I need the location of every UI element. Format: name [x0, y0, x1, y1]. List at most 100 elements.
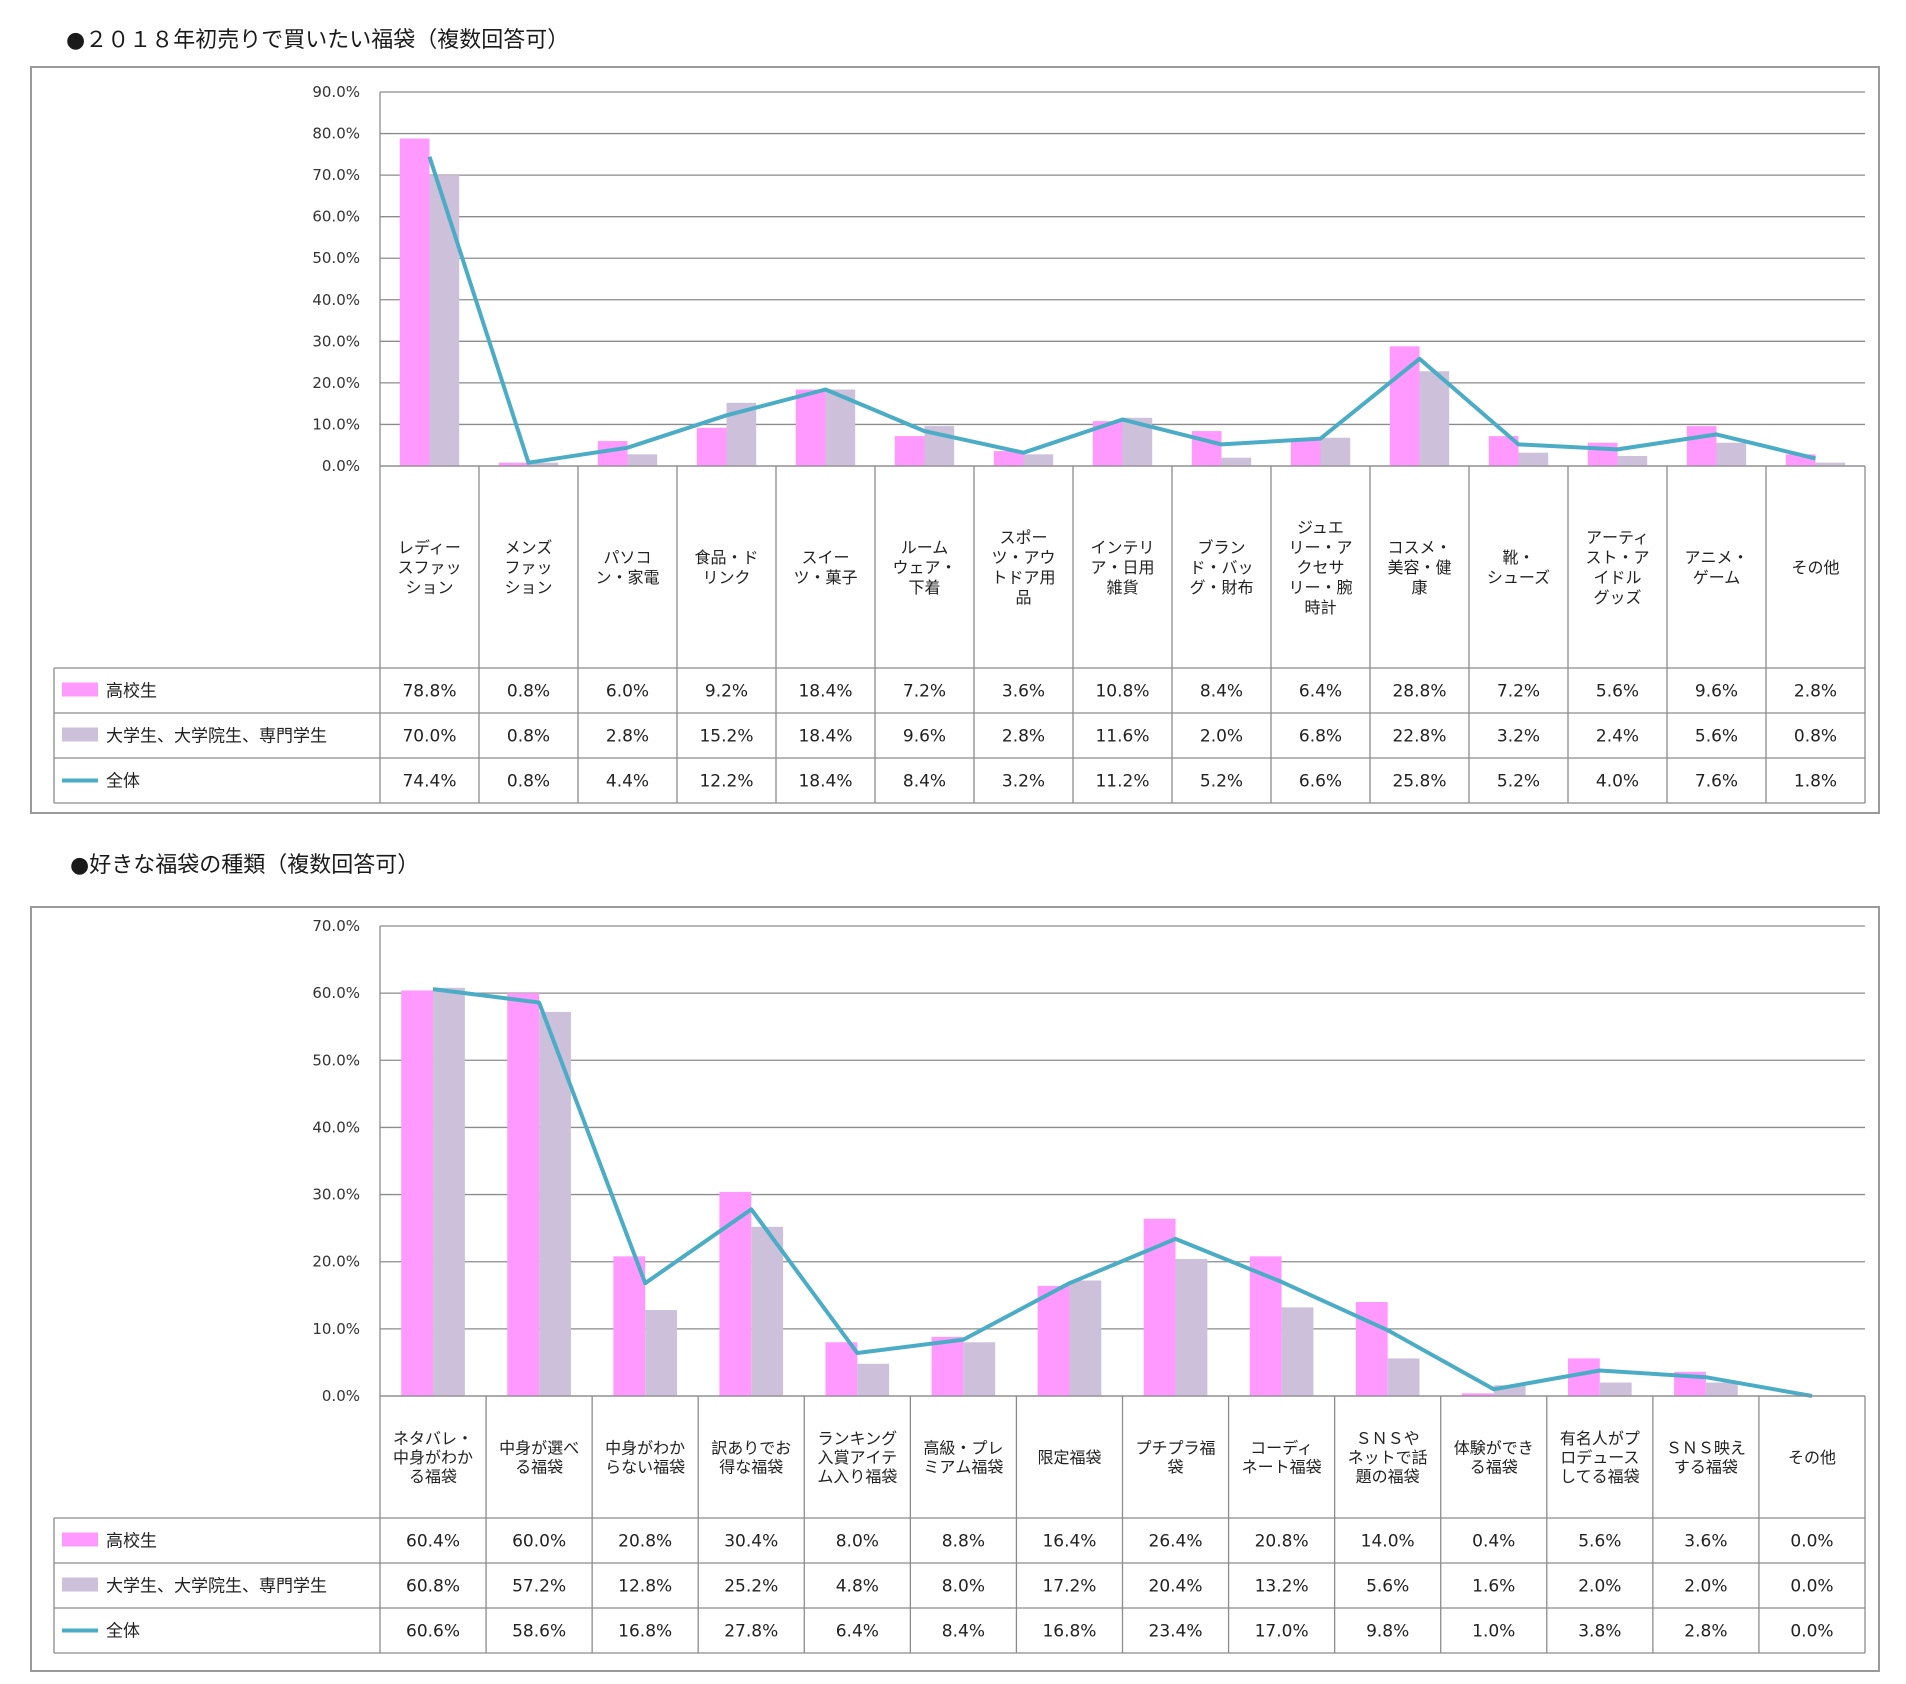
- chart2-data-cell: 4.8%: [836, 1577, 879, 1597]
- chart1-category-label: インテリ: [1090, 538, 1154, 557]
- chart2-legend-highschool-text: 高校生: [106, 1532, 157, 1552]
- chart2-category-label: ネットで話: [1348, 1448, 1428, 1467]
- chart2-data-cell: 17.2%: [1042, 1577, 1096, 1597]
- chart2-bar-university: [1281, 1307, 1314, 1396]
- chart1-data-cell: 1.8%: [1794, 772, 1837, 792]
- chart1-frame: 0.0% 10.0% 20.0% 30.0% 40.0% 50.0% 60.0% 70.0% 8…: [30, 66, 1880, 814]
- chart1-data-cell: 7.6%: [1695, 772, 1738, 792]
- chart1-y-tick-label: 90.0%: [312, 83, 360, 101]
- chart2-data-cell: 0.0%: [1790, 1532, 1833, 1552]
- chart1-data-cell: 2.0%: [1200, 727, 1243, 747]
- chart2-bar-university: [857, 1363, 890, 1396]
- chart1-data-cell: 2.8%: [606, 727, 649, 747]
- chart1-data-cell: 78.8%: [402, 682, 456, 702]
- chart1-y-tick-label: 30.0%: [312, 332, 360, 350]
- chart1-category-label: ツ・菓子: [793, 568, 857, 587]
- chart1-category-label: ブラン: [1197, 538, 1245, 557]
- chart1-bar-highschool: [1785, 454, 1816, 466]
- chart1-data-cell: 7.2%: [1497, 682, 1540, 702]
- chart1-line-overall: [427, 156, 1816, 465]
- chart2-data-cell: 2.8%: [1684, 1622, 1727, 1642]
- chart1-data-cell: 6.8%: [1299, 727, 1342, 747]
- chart2-data-cell: 3.6%: [1684, 1532, 1727, 1552]
- chart1-category-label: その他: [1791, 558, 1839, 577]
- chart1-y-tick-label: 60.0%: [312, 208, 360, 226]
- chart2-y-tick-label: 70.0%: [312, 917, 360, 935]
- chart1-title: ●２０１８年初売りで買いたい福袋（複数回答可）: [66, 28, 570, 53]
- chart1-data-cell: 5.2%: [1200, 772, 1243, 792]
- chart1-data-cell: 4.4%: [606, 772, 649, 792]
- chart1-category-label: レディー: [398, 538, 461, 557]
- chart1-category-label: スファッ: [397, 558, 461, 577]
- chart1-data-cell: 3.2%: [1002, 772, 1045, 792]
- chart2-category-label: 得な福袋: [719, 1458, 783, 1477]
- chart2-data-cell: 8.0%: [942, 1577, 985, 1597]
- chart2-data-cell: 9.8%: [1366, 1622, 1409, 1642]
- chart1-category-label: スイー: [801, 548, 849, 567]
- chart2-data-cell: 60.4%: [406, 1532, 460, 1552]
- chart1-bar-university: [1617, 456, 1648, 466]
- chart2-category-label: ミアム福袋: [923, 1458, 1003, 1477]
- chart1-legend-university-key: [62, 727, 98, 742]
- chart2-legend-university-key: [62, 1577, 98, 1592]
- chart2-data-cell: 8.4%: [942, 1622, 985, 1642]
- chart2-data-cell: 30.4%: [724, 1532, 778, 1552]
- chart1-category-label: シューズ: [1487, 568, 1550, 587]
- chart2-data-cell: 16.4%: [1042, 1532, 1096, 1552]
- chart1-category-label: イドル: [1593, 568, 1641, 587]
- chart2-category-label: ランキング: [818, 1429, 898, 1448]
- chart2-category-label: コーディ: [1250, 1439, 1313, 1458]
- chart1-data-cell: 2.4%: [1596, 727, 1639, 747]
- chart2-title: ●好きな福袋の種類（複数回答可）: [70, 853, 420, 878]
- chart1-data-cell: 22.8%: [1392, 727, 1446, 747]
- chart2-category-label: 袋: [1168, 1458, 1184, 1477]
- chart2-data-cell: 17.0%: [1255, 1622, 1309, 1642]
- chart2-category-label: る福袋: [409, 1467, 457, 1486]
- chart2-data-cell: 0.0%: [1790, 1622, 1833, 1642]
- chart1-bar-highschool: [498, 462, 529, 466]
- chart1-category-label: スト・ア: [1585, 548, 1649, 567]
- chart2-data-cell: 20.8%: [1255, 1532, 1309, 1552]
- chart1-category-label: アニメ・: [1684, 548, 1748, 567]
- chart1-data-cell: 8.4%: [1200, 682, 1243, 702]
- chart1-bar-highschool: [597, 441, 628, 466]
- chart1-data-cell: 18.4%: [798, 727, 852, 747]
- chart1-y-tick-label: 50.0%: [312, 249, 360, 267]
- chart1-bar-university: [627, 454, 658, 466]
- chart2-category-label: 題の福袋: [1356, 1467, 1420, 1486]
- chart2-category-label: 体験ができ: [1454, 1439, 1534, 1458]
- chart2-category-label: 訳ありでお: [711, 1439, 791, 1458]
- chart2-data-cell: 16.8%: [1042, 1622, 1096, 1642]
- chart2-y-tick-label: 40.0%: [312, 1118, 360, 1136]
- chart1-bar-university: [528, 462, 559, 466]
- chart2-data-cell: 0.4%: [1472, 1532, 1515, 1552]
- chart1-bar-highschool: [795, 389, 826, 466]
- chart2-y-tick-label: 60.0%: [312, 984, 360, 1002]
- chart1-category-label: 食品・ド: [694, 548, 758, 567]
- chart2-y-tick-label: 10.0%: [312, 1320, 360, 1338]
- chart2-data-cell: 2.0%: [1684, 1577, 1727, 1597]
- chart1-category-label: ン・家電: [595, 568, 659, 587]
- chart1-category-label: パソコ: [603, 548, 651, 567]
- chart1-data-cell: 4.0%: [1596, 772, 1639, 792]
- chart1-data-cell: 74.4%: [402, 772, 456, 792]
- chart2-category-label: 入賞アイテ: [817, 1448, 897, 1467]
- chart2-data-cell: 5.6%: [1578, 1532, 1621, 1552]
- chart1-category-label: グッズ: [1593, 588, 1641, 607]
- chart2-category-label: る福袋: [515, 1458, 563, 1477]
- chart1-bar-university: [1518, 452, 1549, 466]
- chart2-data-cell: 14.0%: [1361, 1532, 1415, 1552]
- chart1-data-cell: 28.8%: [1392, 682, 1446, 702]
- chart1-category-label: 美容・健: [1387, 558, 1451, 577]
- chart2-bar-highschool: [931, 1336, 964, 1396]
- chart2-category-label: 限定福袋: [1037, 1448, 1101, 1467]
- chart2-svg: 0.0% 10.0% 20.0% 30.0% 40.0% 50.0% 60.0% 70.0% ネ…: [53, 917, 1866, 1654]
- chart1-category-label: トドア用: [991, 568, 1055, 587]
- chart2-line-overall: [432, 987, 1813, 1398]
- chart2-data-cell: 8.0%: [836, 1532, 879, 1552]
- chart1-category-label: ア・日用: [1090, 558, 1154, 577]
- chart2-category-label: ネート福袋: [1242, 1458, 1322, 1477]
- chart1-bar-highschool: [1686, 426, 1717, 466]
- chart1-y-tick-label: 20.0%: [312, 374, 360, 392]
- chart1-legend-overall-text: 全体: [106, 772, 140, 792]
